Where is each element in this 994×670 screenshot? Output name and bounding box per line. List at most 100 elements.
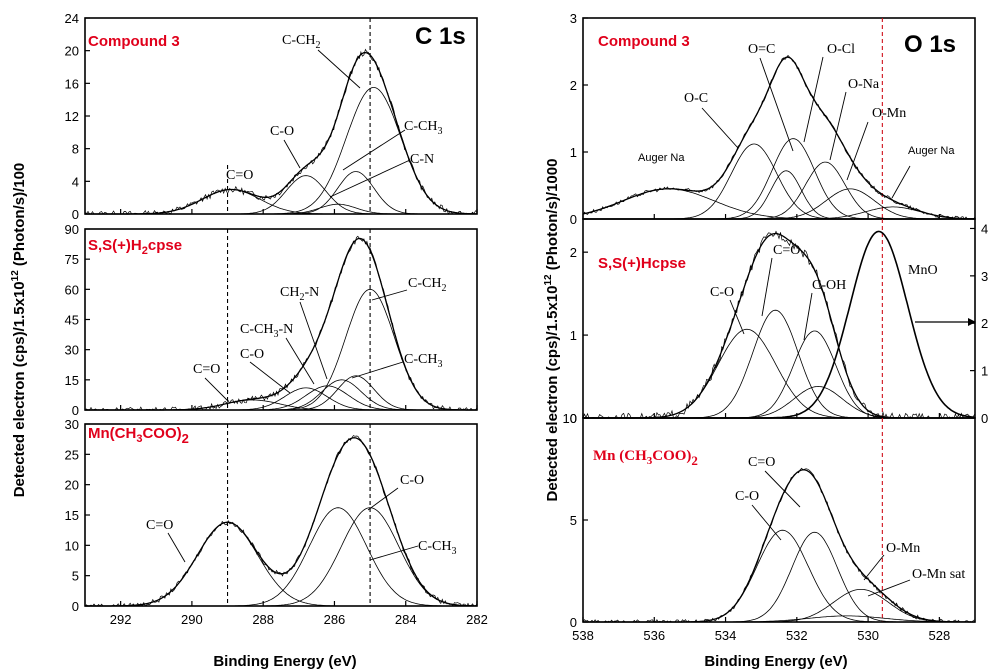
right-y-tick-label: 1 [981,364,988,379]
y-tick-label: 45 [65,313,79,328]
component-label: O-Cl [827,42,855,57]
y-tick-label: 0 [72,403,79,418]
leader-line [204,377,229,402]
component-label: C=O [226,168,253,183]
leader-line [701,107,739,149]
component-peak-c-o [583,309,975,419]
leader-line [299,301,328,380]
o1s-title: O 1s [904,31,956,58]
leader-line [761,257,773,317]
y-tick-label: 0 [72,599,79,614]
component-peak-ch2-n [85,379,477,411]
component-label: C-CH3 [404,352,442,370]
component-label: CH2-N [280,285,319,303]
leader-line [759,57,794,152]
y-tick-label: 24 [65,11,79,26]
leader-line [891,165,911,199]
leader-line [846,121,869,181]
x-tick-label: 538 [572,628,594,643]
leader-line [283,139,301,169]
right-y-tick-label: 2 [981,316,988,331]
y-tick-label: 0 [72,207,79,222]
y-tick-label: 8 [72,142,79,157]
x-tick-label: 290 [181,612,203,627]
leader-line [167,532,186,563]
y-tick-label: 10 [65,538,79,553]
leader-line [829,91,847,161]
component-peak-c-ch2 [85,87,477,215]
component-label: C-CH3 [404,119,442,137]
component-label: C-CH2 [408,276,446,294]
y-tick-label: 3 [570,11,577,26]
y-tick-label: 5 [570,513,577,528]
arrow-annotation [915,318,976,326]
panel-c1s_ssh2cpse: 0 15 30 45 60 75 90 [65,222,478,418]
component-peak-c-o [85,521,477,607]
component-label: C=O [193,362,220,377]
y-tick-label: 15 [65,508,79,523]
c1s-title: C 1s [415,23,466,50]
x-tick-label: 284 [395,612,417,627]
component-label: C-CH2 [282,33,320,51]
x-tick-label: 292 [110,612,132,627]
leader-line [803,292,813,341]
leader-line [751,504,782,541]
component-label: C-CH3-N [240,322,293,340]
leader-line [371,289,408,301]
component-label: MnO [908,263,938,278]
y-tick-label: 12 [65,109,79,124]
leader-line [863,554,885,581]
component-peak-c-o [583,328,975,419]
x-tick-label: 530 [857,628,879,643]
c1s-sample-mnac: Mn(CH3COO)2 [88,425,189,446]
y-tick-label: 30 [65,343,79,358]
component-label: C-CH3 [418,539,456,557]
leader-line [351,361,404,379]
component-label: O=C [748,42,775,57]
leader-line [367,487,399,511]
fit-envelope [85,237,477,411]
component-label: O-Na [848,77,880,92]
x-tick-label: 282 [466,612,488,627]
component-peak-c-ch3-n [85,385,477,411]
leader-line [803,56,824,143]
leader-line [867,579,911,597]
fit-envelope [583,469,975,623]
component-label: O-Mn [886,541,920,556]
component-label: Auger Na [908,145,955,157]
panel-c1s_compound3: 0 4 8 12 16 20 24 [65,11,478,222]
component-label: O-Mn [872,106,906,121]
component-peak-c-o [85,399,477,411]
o1s-xlabel: Binding Energy (eV) [704,653,847,670]
y-tick-label: 20 [65,478,79,493]
y-tick-label: 2 [570,245,577,260]
x-tick-label: 536 [643,628,665,643]
x-tick-label: 534 [715,628,737,643]
component-label: C=O [146,518,173,533]
fit-envelope [85,51,477,215]
fit-envelope [582,56,976,220]
right-y-tick-label: 0 [981,411,988,426]
y-tick-label: 0 [570,615,577,630]
leader-line [369,545,419,561]
y-tick-label: 25 [65,447,79,462]
y-tick-label: 0 [570,212,577,227]
component-peak-c-ch3 [85,507,477,607]
panel-o1s_mnac: 0 5 10 538 536 534 532 530 528 [563,411,976,643]
x-tick-label: 288 [252,612,274,627]
y-tick-label: 75 [65,252,79,267]
c1s-sample-ssh2cpse: S,S(+)H2cpse [88,237,182,257]
leader-line [317,49,361,89]
component-label: O-Mn sat [912,567,965,582]
y-tick-label: 30 [65,417,79,432]
y-tick-label: 2 [570,78,577,93]
component-label: O-C [684,91,708,106]
o1s-sample-mnac: Mn (CH3COO)2 [593,448,698,468]
leader-line [249,361,291,394]
component-label: C=O [773,243,800,258]
y-tick-label: 16 [65,76,79,91]
leader-line [342,129,406,171]
right-y-tick-label: 3 [981,269,988,284]
component-label: C-O [270,124,294,139]
